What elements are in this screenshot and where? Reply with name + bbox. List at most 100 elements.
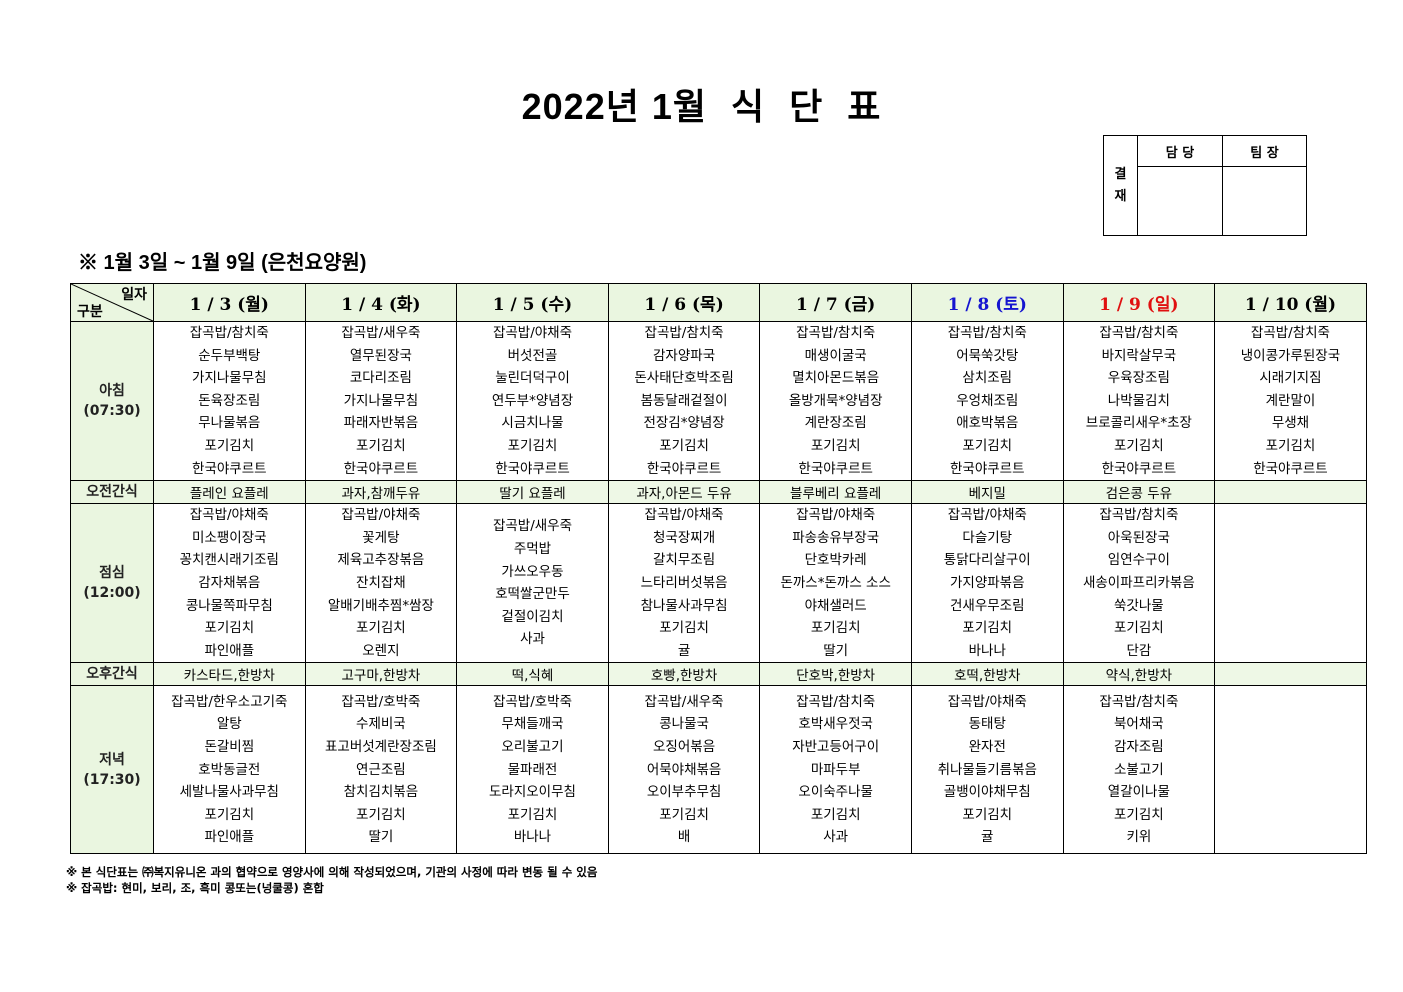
- row-label: 점심 (12:00): [70, 503, 154, 664]
- menu-item: 포기김치: [507, 437, 558, 454]
- menu-item: 도라지오이무침: [489, 784, 576, 801]
- menu-item: 우육장조림: [1107, 370, 1170, 387]
- menu-list: 잡곡밥/호박죽 무채들깨국 오리불고기 물파래전 도라지오이무침 포기김치 바나나: [457, 691, 608, 849]
- menu-item: 잡곡밥/참치죽: [1099, 693, 1179, 710]
- menu-item: 꽃게탕: [362, 529, 400, 546]
- menu-item: 느타리버섯볶음: [640, 574, 728, 591]
- snack-cell: 떡,식혜: [456, 662, 609, 687]
- menu-item: 잡곡밥/야채죽: [644, 507, 724, 524]
- menu-cell: 잡곡밥/한우소고기죽 알탕 돈갈비찜 호박동글전 세발나물사과무침 포기김치 파인애플: [153, 685, 306, 855]
- row-am-snack: 오전간식 플레인 요플레 과자,참깨두유 딸기 요플레 과자,아몬드 두유 블루베리 요플…: [70, 480, 1367, 505]
- menu-item: 꽁치캔시래기조림: [179, 552, 279, 569]
- menu-item: 포기김치: [356, 620, 406, 637]
- menu-item: 어묵쑥갓탕: [956, 347, 1019, 364]
- menu-cell: 잡곡밥/참치죽 호박새우젓국 자반고등어구이 마파두부 오이숙주나물 포기김치 사과: [759, 685, 912, 855]
- menu-item: 건새우무조림: [950, 597, 1025, 614]
- menu-item: 포기김치: [659, 806, 709, 823]
- menu-item: 갈치무조림: [653, 552, 716, 569]
- menu-item: 무나물볶음: [198, 415, 261, 432]
- menu-cell: 잡곡밥/참치죽 감자양파국 돈사태단호박조림 봄동달래겉절이 전장김*양념장 포기김치 한국…: [607, 320, 761, 482]
- menu-item: 시금치나물: [501, 415, 564, 432]
- menu-item: 잡곡밥/참치죽: [796, 325, 876, 341]
- menu-item: 키위: [1126, 829, 1152, 846]
- menu-item: 우엉채조림: [956, 392, 1019, 409]
- menu-item: 감자채볶음: [198, 574, 261, 591]
- snack-cell: 블루베리 요플레: [759, 480, 912, 505]
- menu-item: 포기김치: [659, 620, 709, 637]
- menu-item: 봄동달래겉절이: [640, 392, 728, 409]
- menu-item: 한국야쿠르트: [495, 460, 570, 477]
- menu-item: 잡곡밥/참치죽: [1099, 507, 1179, 524]
- row-dinner: 저녁 (17:30) 잡곡밥/한우소고기죽 알탕 돈갈비찜 호박동글전 세발나물사과무침 포기…: [70, 685, 1367, 855]
- menu-item: 알탕: [216, 716, 242, 733]
- menu-item: 바지락살무국: [1101, 347, 1177, 364]
- menu-item: 한국야쿠르트: [646, 460, 722, 477]
- menu-list: 잡곡밥/참치죽 북어채국 감자조림 소불고기 열갈이나물 포기김치 키위: [1064, 691, 1215, 849]
- menu-item: 자반고등어구이: [792, 738, 880, 755]
- menu-item: 다슬기탕: [962, 529, 1013, 546]
- menu-item: 단호박카레: [804, 552, 867, 569]
- menu-item: 사과: [823, 829, 849, 846]
- menu-item: 잡곡밥/참치죽: [1099, 325, 1179, 341]
- menu-item: 눌린더덕구이: [495, 370, 570, 387]
- menu-item: 나박물김치: [1107, 392, 1170, 409]
- menu-item: 임연수구이: [1107, 552, 1170, 569]
- menu-cell: 잡곡밥/참치죽 매생이굴국 멸치아몬드볶음 올방개묵*양념장 계란장조림 포기김치 한국야쿠…: [759, 320, 912, 482]
- menu-item: 포기김치: [507, 806, 558, 823]
- menu-item: 세발나물사과무침: [179, 784, 279, 801]
- menu-item: 잡곡밥/야채죽: [947, 507, 1027, 524]
- menu-item: 순두부백탕: [198, 347, 261, 364]
- menu-item: 포기김치: [810, 806, 861, 823]
- menu-cell: 잡곡밥/호박죽 수제비국 표고버섯계란장조림 연근조림 참치김치볶음 포기김치 딸기: [304, 685, 458, 855]
- menu-item: 계란장조림: [804, 415, 867, 432]
- menu-item: 한국야쿠르트: [192, 460, 267, 477]
- menu-cell: 잡곡밥/야채죽 미소팽이장국 꽁치캔시래기조림 감자채볶음 콩나물쪽파무침 포기김치 파인애…: [153, 503, 306, 664]
- day-header: 1 / 7 (금): [759, 283, 912, 322]
- menu-item: 콩나물쪽파무침: [185, 597, 273, 614]
- menu-item: 오징어볶음: [653, 738, 716, 755]
- menu-list: 잡곡밥/야채죽 청국장찌개 갈치무조림 느타리버섯볶음 참나물사과무침 포기김치 귤: [609, 504, 760, 662]
- menu-item: 포기김치: [204, 437, 255, 454]
- menu-item: 오렌지: [362, 642, 400, 659]
- menu-item: 어묵야채볶음: [646, 761, 722, 778]
- snack-cell: 단호박,한방차: [759, 662, 912, 687]
- menu-item: 잡곡밥/야채죽: [189, 507, 269, 524]
- menu-item: 마파두부: [810, 761, 861, 778]
- menu-list: 잡곡밥/야채죽 동태탕 완자전 취나물들기름볶음 골뱅이야채무침 포기김치 귤: [912, 691, 1063, 849]
- menu-list: 잡곡밥/참치죽 매생이굴국 멸치아몬드볶음 올방개묵*양념장 계란장조림 포기김치 한국야쿠…: [760, 322, 911, 480]
- day-header: 1 / 4 (화): [304, 283, 458, 322]
- approval-sign-teamlead[interactable]: [1222, 166, 1307, 236]
- menu-cell: 잡곡밥/야채죽 동태탕 완자전 취나물들기름볶음 골뱅이야채무침 포기김치 귤: [910, 685, 1064, 855]
- menu-item: 완자전: [968, 738, 1006, 755]
- menu-list: 잡곡밥/새우죽 콩나물국 오징어볶음 어묵야채볶음 오이부추무침 포기김치 배: [609, 691, 760, 849]
- menu-item: 참나물사과무침: [640, 597, 728, 614]
- menu-item: 표고버섯계란장조림: [325, 738, 437, 755]
- menu-item: 한국야쿠르트: [343, 460, 419, 477]
- menu-item: 잡곡밥/야채죽: [796, 507, 876, 524]
- menu-item: 잡곡밥/참치죽: [796, 693, 876, 710]
- menu-item: 단감: [1126, 642, 1152, 659]
- menu-cell: 잡곡밥/참치죽 아욱된장국 임연수구이 새송이파프리카볶음 쑥갓나물 포기김치 단감: [1062, 503, 1216, 664]
- menu-item: 전장김*양념장: [643, 415, 725, 432]
- menu-item: 포기김치: [204, 620, 255, 637]
- day-header: 1 / 5 (수): [456, 283, 609, 322]
- menu-item: 돈갈비찜: [204, 738, 255, 755]
- menu-item: 오리불고기: [501, 738, 564, 755]
- approval-sign-staff[interactable]: [1137, 166, 1223, 236]
- menu-cell: 잡곡밥/참치죽 냉이콩가루된장국 시래기지짐 계란말이 무생채 포기김치 한국야쿠르트: [1214, 320, 1367, 482]
- day-header: 1 / 6 (목): [607, 283, 761, 322]
- menu-item: 물파래전: [507, 761, 558, 778]
- menu-item: 청국장찌개: [653, 529, 716, 546]
- menu-list: 잡곡밥/한우소고기죽 알탕 돈갈비찜 호박동글전 세발나물사과무침 포기김치 파인애플: [154, 691, 305, 849]
- menu-item: 골뱅이야채무침: [943, 784, 1031, 801]
- row-label: 아침 (07:30): [70, 320, 154, 482]
- menu-item: 잡곡밥/참치죽: [644, 325, 724, 341]
- snack-cell: 호떡,한방차: [910, 662, 1064, 687]
- menu-item: 바나나: [513, 829, 552, 846]
- menu-cell: 잡곡밥/새우죽 주먹밥 가쓰오우동 호떡쌀군만두 겉절이김치 사과: [456, 503, 609, 664]
- menu-item: 열갈이나물: [1107, 784, 1170, 801]
- menu-item: 아욱된장국: [1107, 529, 1170, 546]
- menu-item: 파송송유부장국: [792, 529, 880, 546]
- menu-item: 야채샐러드: [804, 597, 867, 614]
- menu-list: 잡곡밥/참치죽 감자양파국 돈사태단호박조림 봄동달래겉절이 전장김*양념장 포기김치 한국…: [609, 322, 760, 480]
